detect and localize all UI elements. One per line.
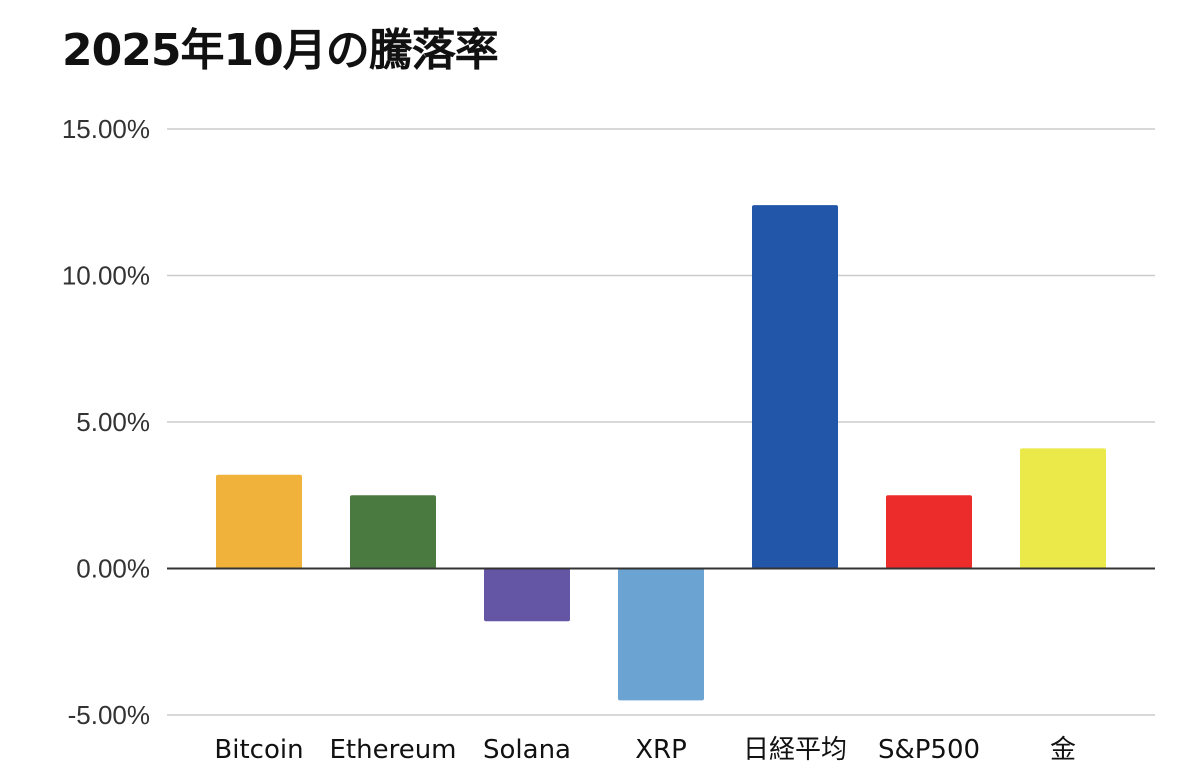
x-category-label: 日経平均 [743, 735, 847, 765]
chart-title: 2025年10月の騰落率 [62, 25, 499, 76]
x-category-label: 金 [1050, 735, 1076, 765]
y-tick-label: 10.00% [62, 261, 150, 291]
bar-1 [350, 495, 436, 569]
bar-4 [752, 205, 838, 569]
x-category-label: Solana [483, 735, 571, 765]
bars [216, 205, 1106, 701]
x-category-label: S&P500 [878, 735, 980, 765]
y-tick-label: 15.00% [62, 114, 150, 144]
x-category-label: Bitcoin [214, 735, 303, 765]
bar-5 [886, 495, 972, 569]
x-category-label: XRP [635, 735, 687, 765]
bar-6 [1020, 448, 1106, 569]
gridlines [167, 128, 1155, 716]
bar-2 [484, 568, 570, 622]
y-axis-tick-labels: 15.00% 10.00% 5.00% 0.00% -5.00% [62, 114, 150, 730]
bar-3 [618, 568, 704, 701]
y-tick-label: -5.00% [68, 700, 150, 730]
x-axis-category-labels: Bitcoin Ethereum Solana XRP 日経平均 S&P500 金 [214, 735, 1076, 765]
y-tick-label: 0.00% [76, 554, 150, 584]
bar-0 [216, 474, 302, 569]
x-category-label: Ethereum [329, 735, 456, 765]
y-tick-label: 5.00% [76, 407, 150, 437]
